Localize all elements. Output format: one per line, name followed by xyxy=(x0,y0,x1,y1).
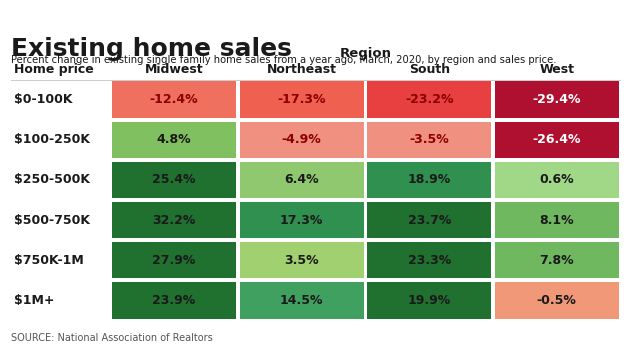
Text: 19.9%: 19.9% xyxy=(408,294,451,307)
FancyBboxPatch shape xyxy=(495,81,619,118)
FancyBboxPatch shape xyxy=(367,242,491,279)
Text: $500-750K: $500-750K xyxy=(14,213,91,227)
FancyBboxPatch shape xyxy=(112,242,236,279)
FancyBboxPatch shape xyxy=(495,162,619,198)
Text: -23.2%: -23.2% xyxy=(405,93,454,106)
Text: -17.3%: -17.3% xyxy=(277,93,326,106)
Text: 7.8%: 7.8% xyxy=(539,254,574,267)
Text: -12.4%: -12.4% xyxy=(150,93,198,106)
FancyBboxPatch shape xyxy=(495,202,619,238)
Text: 4.8%: 4.8% xyxy=(157,133,192,146)
Text: Home price: Home price xyxy=(14,63,94,76)
FancyBboxPatch shape xyxy=(367,81,491,118)
FancyBboxPatch shape xyxy=(239,282,364,319)
FancyBboxPatch shape xyxy=(239,242,364,279)
Text: -26.4%: -26.4% xyxy=(532,133,581,146)
Text: -3.5%: -3.5% xyxy=(410,133,449,146)
Text: 23.7%: 23.7% xyxy=(408,213,451,227)
FancyBboxPatch shape xyxy=(367,202,491,238)
FancyBboxPatch shape xyxy=(239,81,364,118)
Text: 18.9%: 18.9% xyxy=(408,173,451,187)
Text: 8.1%: 8.1% xyxy=(539,213,574,227)
Text: $100-250K: $100-250K xyxy=(14,133,91,146)
Text: 3.5%: 3.5% xyxy=(284,254,319,267)
Text: -0.5%: -0.5% xyxy=(537,294,576,307)
FancyBboxPatch shape xyxy=(367,121,491,158)
FancyBboxPatch shape xyxy=(495,242,619,279)
Text: 17.3%: 17.3% xyxy=(280,213,323,227)
Text: Northeast: Northeast xyxy=(266,63,336,76)
Text: South: South xyxy=(409,63,450,76)
FancyBboxPatch shape xyxy=(112,162,236,198)
Text: $250-500K: $250-500K xyxy=(14,173,91,187)
Text: Percent change in existing single family home sales from a year ago, March, 2020: Percent change in existing single family… xyxy=(11,55,557,65)
Text: 27.9%: 27.9% xyxy=(152,254,196,267)
Text: 14.5%: 14.5% xyxy=(280,294,323,307)
Text: 25.4%: 25.4% xyxy=(152,173,196,187)
FancyBboxPatch shape xyxy=(112,81,236,118)
Text: -29.4%: -29.4% xyxy=(532,93,581,106)
FancyBboxPatch shape xyxy=(239,162,364,198)
FancyBboxPatch shape xyxy=(112,121,236,158)
FancyBboxPatch shape xyxy=(112,202,236,238)
FancyBboxPatch shape xyxy=(495,121,619,158)
Text: Region: Region xyxy=(340,47,391,60)
FancyBboxPatch shape xyxy=(112,282,236,319)
Text: $750K-1M: $750K-1M xyxy=(14,254,84,267)
Text: 6.4%: 6.4% xyxy=(284,173,319,187)
Text: SOURCE: National Association of Realtors: SOURCE: National Association of Realtors xyxy=(11,333,213,343)
Text: Midwest: Midwest xyxy=(145,63,203,76)
FancyBboxPatch shape xyxy=(239,121,364,158)
Text: Existing home sales: Existing home sales xyxy=(11,37,292,61)
FancyBboxPatch shape xyxy=(495,282,619,319)
Text: $0-100K: $0-100K xyxy=(14,93,73,106)
FancyBboxPatch shape xyxy=(11,80,621,81)
FancyBboxPatch shape xyxy=(367,162,491,198)
Text: 0.6%: 0.6% xyxy=(539,173,574,187)
Text: 23.3%: 23.3% xyxy=(408,254,451,267)
Text: $1M+: $1M+ xyxy=(14,294,55,307)
Text: 32.2%: 32.2% xyxy=(152,213,196,227)
Text: West: West xyxy=(539,63,575,76)
Text: 23.9%: 23.9% xyxy=(152,294,196,307)
FancyBboxPatch shape xyxy=(367,282,491,319)
FancyBboxPatch shape xyxy=(239,202,364,238)
Text: -4.9%: -4.9% xyxy=(282,133,321,146)
